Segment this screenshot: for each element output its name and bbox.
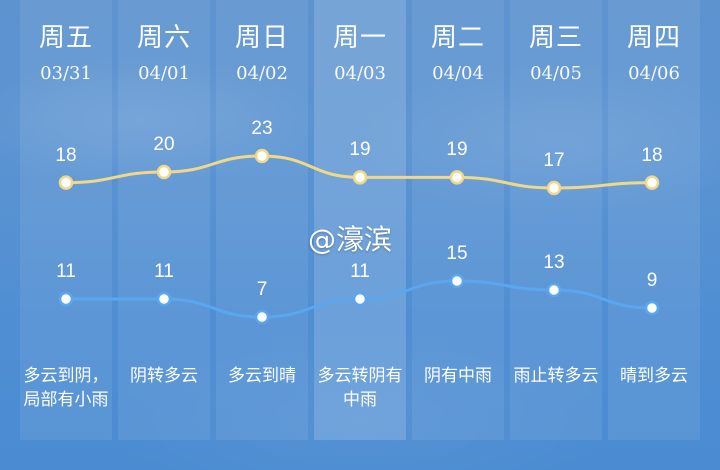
low-temp-point bbox=[58, 291, 74, 307]
day-column-6 bbox=[608, 0, 700, 440]
date-label: 04/03 bbox=[334, 63, 386, 84]
weekday-label: 周五 bbox=[38, 23, 93, 53]
low-temp-label: 9 bbox=[646, 270, 658, 291]
day-header: 周日 04/02 bbox=[214, 20, 310, 86]
high-temp-label: 23 bbox=[251, 118, 273, 139]
day-header: 周五 03/31 bbox=[18, 20, 114, 86]
high-temp-point bbox=[449, 170, 465, 185]
day-column-4 bbox=[412, 0, 504, 440]
day-header: 周六 04/01 bbox=[116, 20, 212, 86]
day-column-0 bbox=[20, 0, 112, 440]
high-temp-point bbox=[58, 175, 74, 190]
condition-text: 多云到晴 bbox=[228, 366, 296, 386]
low-temp-label: 11 bbox=[350, 261, 370, 282]
low-temp-label: 7 bbox=[256, 279, 268, 300]
high-temp-label: 19 bbox=[349, 139, 371, 161]
date-label: 04/04 bbox=[432, 63, 484, 84]
low-temp-label: 11 bbox=[56, 261, 76, 282]
day-column-5 bbox=[510, 0, 602, 440]
low-temp-point bbox=[156, 291, 172, 307]
low-temp-point bbox=[644, 300, 660, 316]
day-header: 周二 04/04 bbox=[410, 20, 506, 86]
date-label: 04/06 bbox=[628, 63, 680, 84]
weekday-label: 周三 bbox=[528, 23, 583, 53]
date-label: 04/01 bbox=[138, 63, 190, 84]
weekday-label: 周日 bbox=[234, 23, 289, 53]
day-column-3 bbox=[314, 0, 406, 440]
high-temp-label: 18 bbox=[55, 144, 77, 166]
condition-text: 多云转阴有中雨 bbox=[317, 366, 403, 410]
low-temp-label: 11 bbox=[154, 261, 174, 282]
high-temp-label: 17 bbox=[543, 149, 565, 171]
low-temp-label: 15 bbox=[446, 243, 468, 264]
high-temp-label: 19 bbox=[446, 139, 468, 161]
weekday-label: 周一 bbox=[332, 23, 387, 53]
high-temp-point bbox=[352, 170, 368, 185]
low-temp-point bbox=[546, 282, 562, 298]
condition-text: 晴到多云 bbox=[620, 366, 688, 386]
low-temp-point bbox=[352, 291, 368, 307]
high-temp-point bbox=[644, 175, 660, 190]
condition-text: 阴有中雨 bbox=[424, 366, 492, 386]
date-label: 04/02 bbox=[236, 63, 288, 84]
watermark: @濠滨 bbox=[308, 223, 393, 256]
condition-text: 雨止转多云 bbox=[513, 366, 599, 386]
weekday-label: 周二 bbox=[430, 23, 485, 53]
date-label: 03/31 bbox=[40, 63, 92, 84]
day-header: 周一 04/03 bbox=[312, 20, 408, 86]
high-temp-point bbox=[156, 164, 172, 180]
high-temp-point bbox=[254, 148, 270, 164]
low-temp-point bbox=[254, 309, 270, 325]
day-column-1 bbox=[118, 0, 210, 440]
day-header: 周四 04/06 bbox=[606, 20, 702, 86]
day-column-2 bbox=[216, 0, 308, 440]
high-temp-label: 20 bbox=[153, 133, 175, 155]
condition-text: 阴转多云 bbox=[130, 366, 198, 386]
low-temp-point bbox=[449, 273, 465, 289]
weekday-label: 周四 bbox=[626, 23, 681, 53]
date-label: 04/05 bbox=[530, 63, 582, 84]
day-header: 周三 04/05 bbox=[508, 20, 604, 86]
low-temp-label: 13 bbox=[543, 252, 565, 273]
high-temp-point bbox=[546, 180, 562, 196]
condition-text: 多云到阴，局部有小雨 bbox=[23, 366, 109, 410]
high-temp-label: 18 bbox=[641, 144, 663, 166]
weekday-label: 周六 bbox=[136, 23, 191, 53]
